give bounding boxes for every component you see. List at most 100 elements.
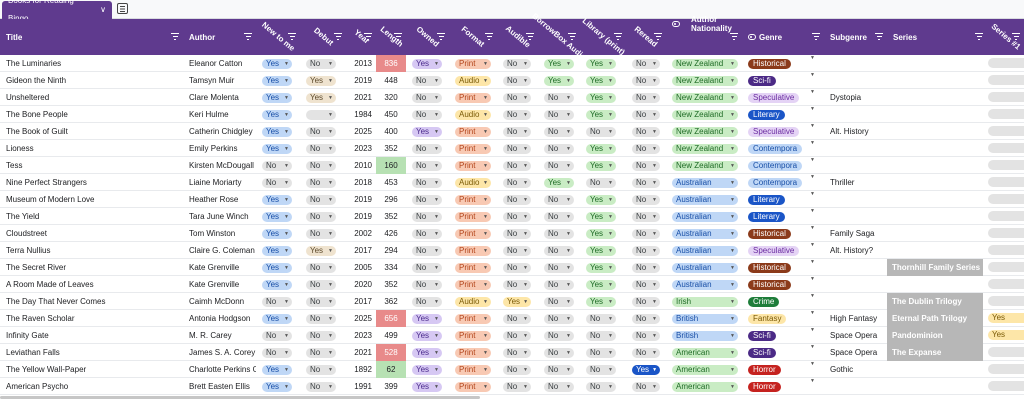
library-print-cell[interactable]: No ▼ <box>580 327 626 344</box>
series-cell[interactable]: The Dublin Trilogy <box>887 293 983 310</box>
nationality-cell[interactable]: Australian ▼ <box>666 242 742 259</box>
dropdown-arrow-icon[interactable]: ▼ <box>328 196 333 203</box>
debut-cell[interactable]: ▼ <box>300 106 346 123</box>
dropdown-arrow-icon[interactable]: ▼ <box>328 128 333 135</box>
format-cell[interactable]: Print ▼ <box>449 242 497 259</box>
dropdown-arrow-icon[interactable]: ▼ <box>483 230 488 237</box>
header-debut[interactable]: Debut <box>300 19 346 55</box>
format-dropdown[interactable]: Print ▼ <box>455 92 491 103</box>
subgenre-cell[interactable]: Dystopia <box>830 93 862 102</box>
dropdown-arrow-icon[interactable]: ▼ <box>328 349 333 356</box>
format-dropdown[interactable]: Audio ▼ <box>455 75 491 86</box>
format-cell[interactable]: Audio ▼ <box>449 72 497 89</box>
title-cell[interactable]: Gideon the Ninth <box>6 76 67 85</box>
year-cell[interactable]: 2023 <box>354 144 372 153</box>
author-cell[interactable]: Tom Winston <box>189 229 236 238</box>
owned-dropdown[interactable]: Yes ▼ <box>412 364 442 375</box>
dropdown-arrow-icon[interactable]: ▼ <box>652 230 657 237</box>
dropdown-arrow-icon[interactable]: ▼ <box>608 179 613 186</box>
reread-dropdown[interactable]: No ▼ <box>632 313 660 324</box>
dropdown-arrow-icon[interactable]: ▼ <box>652 349 657 356</box>
series-cell[interactable]: Thornhill Family Series <box>887 259 983 276</box>
table-row[interactable]: Lioness Emily Perkins Yes ▼ No ▼ 2023 352 No ▼ Pri… <box>0 140 1024 157</box>
nationality-dropdown[interactable]: British ▼ <box>672 314 738 324</box>
dropdown-arrow-icon[interactable]: ▼ <box>523 383 528 390</box>
reread-dropdown[interactable]: No ▼ <box>632 126 660 137</box>
new-to-me-dropdown[interactable]: Yes ▼ <box>262 58 292 69</box>
year-cell[interactable]: 2021 <box>354 93 372 102</box>
new-to-me-cell[interactable]: Yes ▼ <box>256 191 300 208</box>
length-cell[interactable]: 399 <box>384 382 398 391</box>
dropdown-arrow-icon[interactable]: ▼ <box>608 111 613 118</box>
dropdown-arrow-icon[interactable]: ▼ <box>483 281 488 288</box>
dropdown-arrow-icon[interactable]: ▼ <box>652 383 657 390</box>
borrowbox-audio-cell[interactable]: Yes ▼ <box>538 72 580 89</box>
audible-cell[interactable]: No ▼ <box>497 72 538 89</box>
genre-chip[interactable]: Literary <box>748 195 785 205</box>
dropdown-arrow-icon[interactable]: ▼ <box>730 112 735 118</box>
nationality-dropdown[interactable]: American ▼ <box>672 348 738 358</box>
borrowbox-audio-cell[interactable]: No ▼ <box>538 327 580 344</box>
author-cell[interactable]: Caimh McDonn <box>189 297 245 306</box>
genre-chip[interactable]: Sci-fi <box>748 348 776 358</box>
borrowbox-dropdown[interactable]: No ▼ <box>544 126 574 137</box>
debut-dropdown[interactable]: Yes ▼ <box>306 245 336 256</box>
dropdown-arrow-icon[interactable]: ▼ <box>566 349 571 356</box>
dropdown-arrow-icon[interactable]: ▼ <box>284 332 289 339</box>
new-to-me-cell[interactable]: Yes ▼ <box>256 276 300 293</box>
subgenre-cell[interactable]: Alt. History <box>830 127 869 136</box>
format-cell[interactable]: Print ▼ <box>449 123 497 140</box>
dropdown-arrow-icon[interactable]: ▼ <box>810 140 815 146</box>
title-cell[interactable]: Nine Perfect Strangers <box>6 178 87 187</box>
reread-cell[interactable]: No ▼ <box>626 293 666 310</box>
nationality-cell[interactable]: British ▼ <box>666 310 742 327</box>
debut-cell[interactable]: No ▼ <box>300 140 346 157</box>
dropdown-arrow-icon[interactable]: ▼ <box>434 315 439 322</box>
title-cell[interactable]: The Luminaries <box>6 59 62 68</box>
table-row[interactable]: The Day That Never Comes Caimh McDonn No ▼ N… <box>0 293 1024 310</box>
library-dropdown[interactable]: Yes ▼ <box>586 296 616 307</box>
subgenre-cell[interactable]: Alt. History? <box>830 246 874 255</box>
library-dropdown[interactable]: Yes ▼ <box>586 194 616 205</box>
nationality-cell[interactable]: British ▼ <box>666 327 742 344</box>
dropdown-arrow-icon[interactable]: ▼ <box>328 145 333 152</box>
genre-chip[interactable]: Contempora <box>748 161 803 171</box>
dropdown-arrow-icon[interactable]: ▼ <box>284 281 289 288</box>
debut-dropdown[interactable]: No ▼ <box>306 58 336 69</box>
debut-dropdown[interactable]: No ▼ <box>306 262 336 273</box>
filter-icon[interactable] <box>875 33 883 40</box>
dropdown-arrow-icon[interactable]: ▼ <box>523 332 528 339</box>
owned-dropdown[interactable]: No ▼ <box>412 262 442 273</box>
nationality-dropdown[interactable]: Irish ▼ <box>672 297 738 307</box>
subgenre-cell[interactable] <box>824 259 887 276</box>
genre-chip[interactable]: Sci-fi <box>748 76 776 86</box>
dropdown-arrow-icon[interactable]: ▼ <box>328 230 333 237</box>
reread-cell[interactable]: Yes ▼ <box>626 361 666 378</box>
nationality-dropdown[interactable]: American ▼ <box>672 382 738 392</box>
format-cell[interactable]: Print ▼ <box>449 276 497 293</box>
dropdown-arrow-icon[interactable]: ▼ <box>730 163 735 169</box>
subgenre-cell[interactable] <box>824 208 887 225</box>
new-to-me-dropdown[interactable]: No ▼ <box>262 160 292 171</box>
format-cell[interactable]: Print ▼ <box>449 361 497 378</box>
filter-icon[interactable] <box>614 33 622 40</box>
owned-cell[interactable]: No ▼ <box>406 191 449 208</box>
owned-dropdown[interactable]: No ▼ <box>412 194 442 205</box>
format-cell[interactable]: Print ▼ <box>449 208 497 225</box>
genre-chip[interactable]: Literary <box>748 110 785 120</box>
reread-dropdown[interactable]: No ▼ <box>632 58 660 69</box>
year-cell[interactable]: 2005 <box>354 263 372 272</box>
subgenre-cell[interactable]: Thriller <box>830 178 855 187</box>
series-1-dropdown[interactable] <box>988 228 1024 238</box>
borrowbox-audio-cell[interactable]: No ▼ <box>538 123 580 140</box>
nationality-cell[interactable]: Australian ▼ <box>666 191 742 208</box>
dropdown-arrow-icon[interactable]: ▼ <box>652 111 657 118</box>
dropdown-arrow-icon[interactable]: ▼ <box>483 162 488 169</box>
dropdown-arrow-icon[interactable]: ▼ <box>434 145 439 152</box>
genre-chip[interactable]: Horror <box>748 382 781 392</box>
title-cell[interactable]: Tess <box>6 161 23 170</box>
year-cell[interactable]: 2019 <box>354 212 372 221</box>
series-1-dropdown[interactable] <box>988 364 1024 374</box>
library-print-cell[interactable]: No ▼ <box>580 378 626 395</box>
dropdown-arrow-icon[interactable]: ▼ <box>608 213 613 220</box>
